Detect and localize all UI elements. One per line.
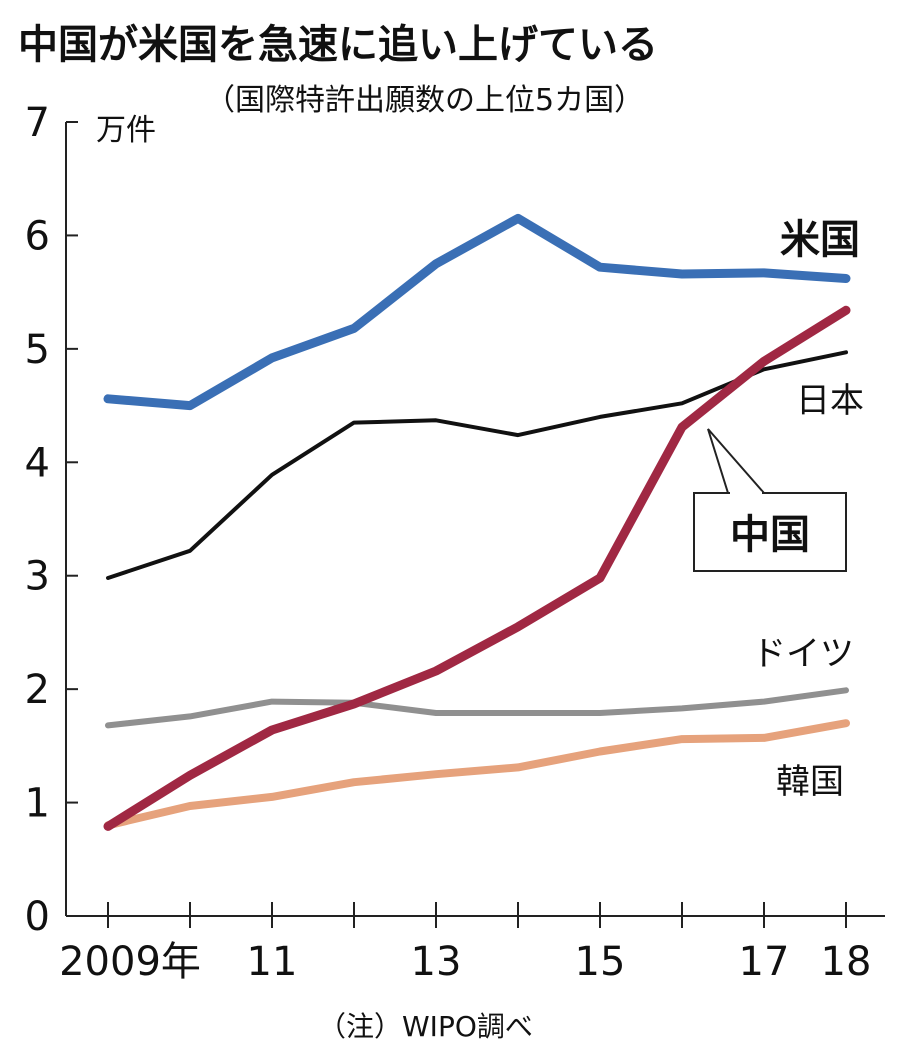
- y-tick-label: 7: [25, 100, 50, 146]
- x-tick-label: 2009年: [59, 939, 201, 985]
- x-tick-label: 17: [739, 939, 790, 985]
- series-line-japan: [106, 350, 848, 580]
- series-layer: [103, 213, 851, 831]
- y-tick-label: 0: [25, 894, 50, 940]
- series-line-usa: [103, 213, 851, 411]
- chart-title: 中国が米国を急速に追い上げている: [18, 22, 658, 68]
- x-tick-label: 13: [411, 939, 462, 985]
- axes: 0 1 2 3 4 5 6 7 2009年 11 13 15 17 18: [25, 100, 885, 985]
- y-tick-label: 3: [25, 554, 50, 600]
- source-note: （注）WIPO調べ: [318, 1010, 533, 1043]
- y-tick-label: 6: [25, 213, 50, 259]
- china-callout-box: [693, 492, 847, 572]
- series-label-usa: 米国: [780, 217, 860, 263]
- china-callout-pointer: [707, 428, 765, 494]
- x-tick-label: 15: [575, 939, 626, 985]
- y-tick-label: 5: [25, 327, 50, 373]
- x-tick-label: 11: [247, 939, 298, 985]
- x-tick-label: 18: [821, 939, 872, 985]
- series-label-china: 中国: [730, 512, 810, 558]
- y-tick-label: 1: [25, 781, 50, 827]
- series-line-china: [103, 305, 851, 831]
- chart-subtitle: （国際特許出願数の上位5カ国）: [205, 83, 644, 118]
- y-tick-label: 4: [25, 440, 50, 486]
- series-line-korea: [104, 719, 850, 830]
- series-line-germany: [105, 687, 849, 729]
- y-tick-label: 2: [25, 667, 50, 713]
- series-label-korea: 韓国: [776, 762, 844, 802]
- series-label-japan: 日本: [796, 381, 864, 421]
- series-label-germany: ドイツ: [752, 634, 854, 674]
- y-axis-unit: 万件: [96, 113, 156, 148]
